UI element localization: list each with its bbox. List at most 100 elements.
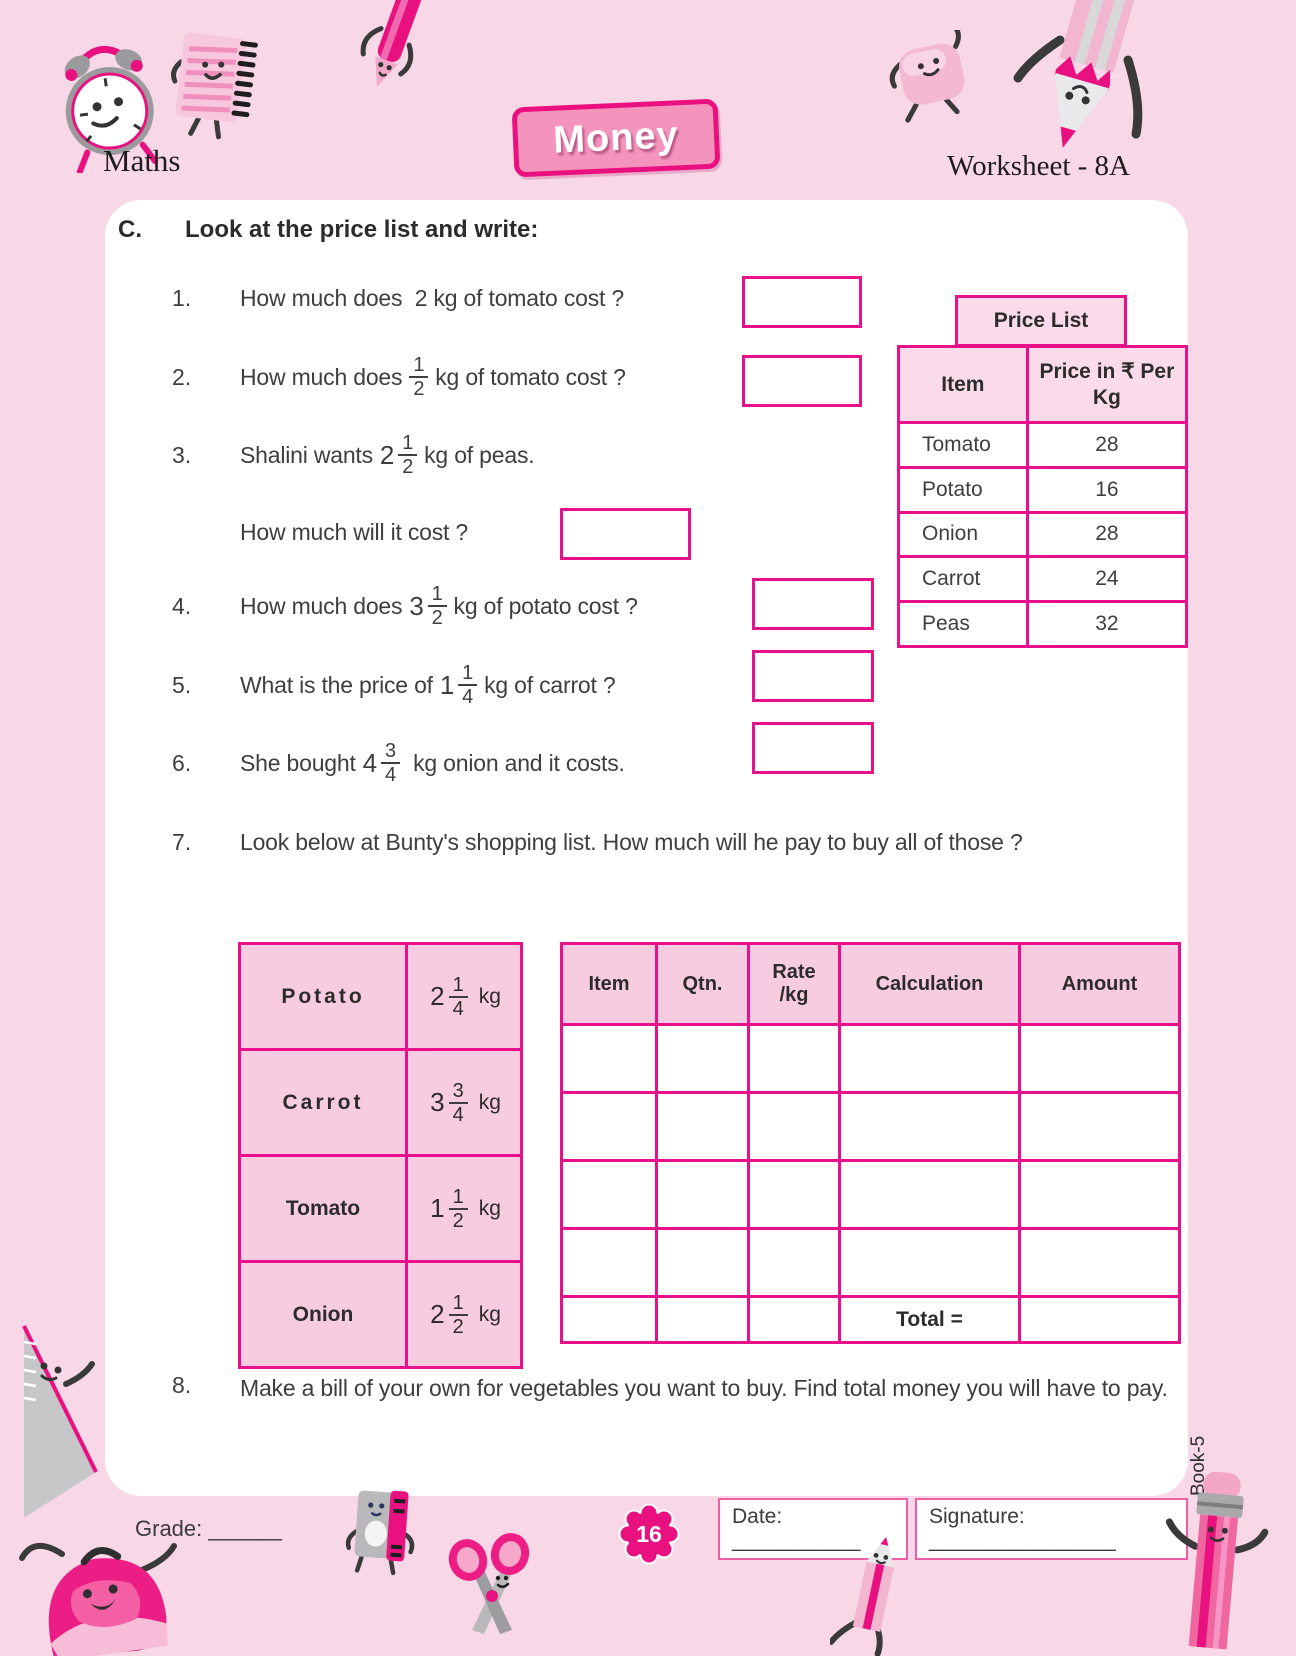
shopping-list: Potato 2 1 4 kg Carrot 3 3 4 kg Tomato 1 1 2 kg Onion 2 1…	[238, 942, 523, 1369]
bill-total-row: Total =	[560, 1295, 1181, 1344]
subject-label: Maths	[103, 143, 181, 178]
question-4: 4. How much does 3 1 2 kg of potato cost ?	[172, 569, 638, 643]
alarm-clock-illustration	[64, 45, 159, 173]
question-7: 7. Look below at Bunty's shopping list. H…	[172, 819, 1023, 865]
pencil-small-illustration	[830, 1537, 894, 1656]
grade-field[interactable]: Grade: ______	[135, 1516, 282, 1541]
bill-cell[interactable]	[838, 1023, 1021, 1094]
shopping-item-quantity: 2 1 2 kg	[405, 1260, 523, 1369]
worksheet-card: C. Look at the price list and write: 1. H…	[105, 200, 1189, 1496]
question-text: How much does 2 kg of tomato cost ?	[240, 284, 624, 311]
answer-box-4[interactable]	[752, 578, 874, 630]
price-list-row: Onion 28	[897, 510, 1189, 559]
price-item-name: Peas	[897, 600, 1029, 648]
bill-row	[560, 1091, 1181, 1162]
page-title: Money	[552, 113, 680, 162]
ruler-illustration	[22, 1325, 98, 1518]
price-list-table: Item Price in ₹ Per Kg Tomato 28 Potato 16 On…	[897, 345, 1189, 648]
question-text: How much does 3 1 2 kg of potato cost ?	[240, 583, 638, 629]
bill-header: Rate /kg	[747, 942, 841, 1026]
section-instruction: Look at the price list and write:	[185, 216, 539, 243]
bill-cell[interactable]	[560, 1023, 658, 1094]
bill-cell[interactable]	[747, 1159, 841, 1230]
question-3-line2: How much will it cost ?	[172, 509, 468, 555]
bill-cell[interactable]	[560, 1227, 658, 1298]
bill-cell[interactable]	[747, 1227, 841, 1298]
bill-cell[interactable]	[560, 1159, 658, 1230]
bill-cell[interactable]	[838, 1159, 1021, 1230]
answer-box-6[interactable]	[752, 722, 874, 774]
question-number: 2.	[172, 363, 192, 390]
bill-cell[interactable]	[655, 1091, 750, 1162]
backpack-illustration	[19, 1543, 177, 1656]
section-heading: C. Look at the price list and write:	[118, 216, 538, 244]
pencil-tall-illustration	[1165, 1471, 1269, 1650]
bill-total-amount-cell[interactable]	[1018, 1295, 1181, 1344]
question-number: 4.	[172, 592, 192, 619]
signature-field[interactable]: Signature: ________________	[915, 1498, 1188, 1560]
price-item-value: 28	[1025, 510, 1189, 559]
question-text: Shalini wants 2 1 2 kg of peas.	[240, 432, 535, 478]
price-item-name: Carrot	[897, 555, 1029, 604]
section-letter: C.	[118, 216, 142, 243]
bill-cell[interactable]	[747, 1091, 841, 1162]
bill-cell[interactable]	[655, 1227, 750, 1298]
scissors-illustration	[448, 1533, 530, 1634]
price-item-name: Potato	[897, 465, 1029, 514]
bill-cell[interactable]	[1018, 1227, 1181, 1298]
bill-cell[interactable]	[1018, 1023, 1181, 1094]
bill-cell[interactable]	[1018, 1091, 1181, 1162]
date-field[interactable]: Date: ___________	[718, 1498, 908, 1560]
question-5: 5. What is the price of 1 1 4 kg of carrot ?	[172, 648, 616, 722]
bill-cell[interactable]	[560, 1091, 658, 1162]
question-2: 2. How much does 1 2 kg of tomato cost ?	[172, 340, 626, 414]
shopping-item-quantity: 3 3 4 kg	[405, 1048, 523, 1157]
bill-table-container: Item Qtn. Rate /kg Calculation Amount Total …	[560, 942, 1181, 1344]
answer-box-3[interactable]	[560, 508, 691, 560]
question-number: 5.	[172, 671, 192, 698]
answer-box-2[interactable]	[742, 355, 862, 407]
question-6: 6. She bought 4 3 4 kg onion and it costs.	[172, 726, 625, 800]
question-number: 6.	[172, 749, 192, 776]
shopping-item-quantity: 2 1 4 kg	[405, 942, 523, 1051]
bill-cell[interactable]	[747, 1023, 841, 1094]
shopping-list-row: Tomato 1 1 2 kg	[238, 1154, 523, 1263]
shopping-item-name: Potato	[238, 942, 408, 1051]
price-list-row: Carrot 24	[897, 555, 1189, 604]
bill-header: Calculation	[838, 942, 1021, 1026]
notebook-illustration	[171, 32, 258, 140]
shopping-item-name: Carrot	[238, 1048, 408, 1157]
bill-header: Item	[560, 942, 658, 1026]
question-text: She bought 4 3 4 kg onion and it costs.	[240, 740, 625, 786]
answer-box-1[interactable]	[742, 276, 862, 328]
bill-table: Item Qtn. Rate /kg Calculation Amount Total …	[560, 942, 1181, 1344]
question-text: Make a bill of your own for vegetables y…	[240, 1375, 1168, 1401]
bill-cell[interactable]	[655, 1295, 750, 1344]
shopping-list-row: Carrot 3 3 4 kg	[238, 1048, 523, 1157]
bill-cell[interactable]	[655, 1159, 750, 1230]
bill-cell[interactable]	[1018, 1159, 1181, 1230]
question-text: How much does 1 2 kg of tomato cost ?	[240, 354, 626, 400]
bill-cell[interactable]	[838, 1091, 1021, 1162]
question-number: 7.	[172, 828, 192, 855]
price-list-header: Item	[897, 345, 1029, 424]
bill-cell[interactable]	[655, 1023, 750, 1094]
sharpener-illustration	[345, 1490, 415, 1576]
shopping-list-row: Potato 2 1 4 kg	[238, 942, 523, 1051]
bill-cell[interactable]	[747, 1295, 841, 1344]
price-item-value: 32	[1025, 600, 1189, 648]
bill-cell[interactable]	[838, 1227, 1021, 1298]
pencil-top-illustration	[1013, 0, 1146, 148]
answer-box-5[interactable]	[752, 650, 874, 702]
page-number: 16	[636, 1521, 662, 1547]
eraser-illustration	[889, 30, 965, 123]
bill-cell[interactable]	[560, 1295, 658, 1344]
shopping-list-row: Onion 2 1 2 kg	[238, 1260, 523, 1369]
price-item-name: Onion	[897, 510, 1029, 559]
price-item-name: Tomato	[897, 421, 1029, 469]
